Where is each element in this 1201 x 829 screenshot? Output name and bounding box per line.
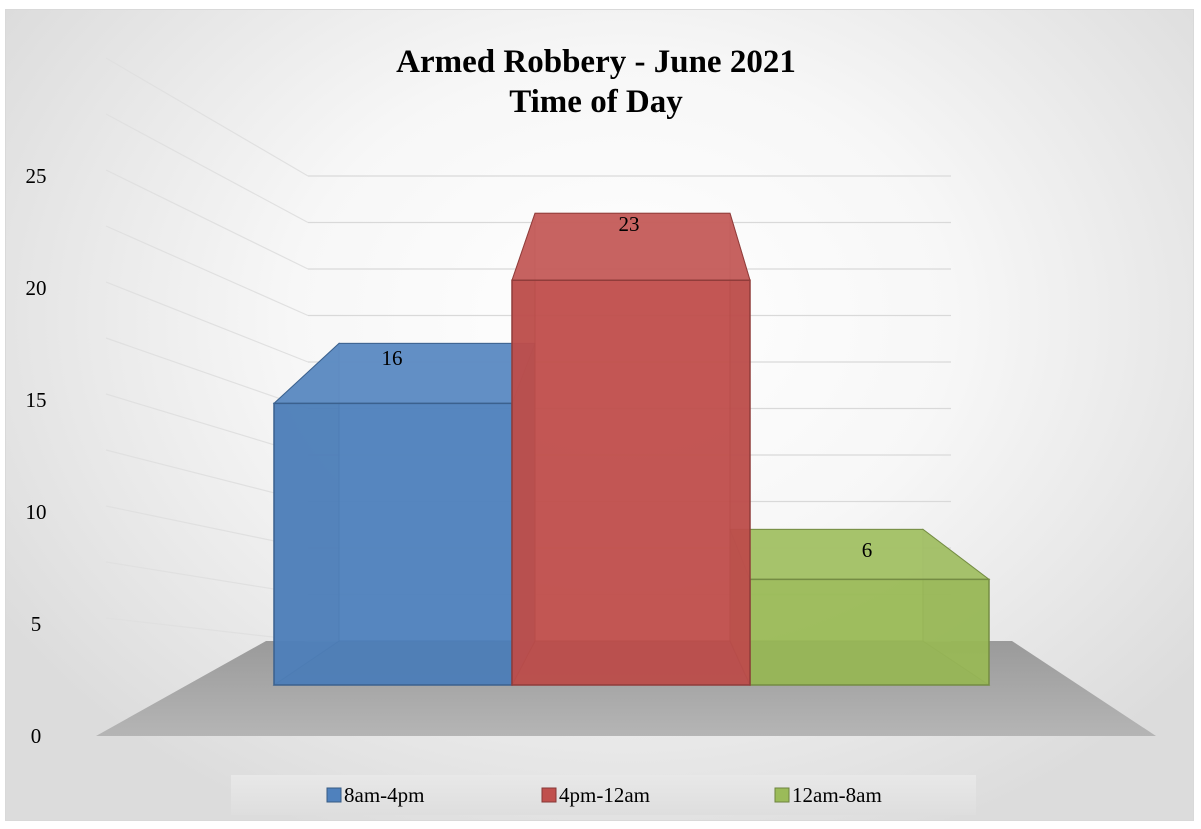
- y-tick-label: 20: [26, 276, 47, 300]
- bar-2: [511, 212, 751, 686]
- grid-line: [105, 57, 309, 177]
- grid-line: [105, 281, 309, 363]
- legend-swatch: [326, 787, 342, 803]
- y-tick-label: 5: [31, 612, 42, 636]
- data-labels: 16 23 6: [382, 212, 873, 562]
- grid-line: [105, 225, 309, 317]
- legend-box: [231, 775, 976, 815]
- data-label: 16: [382, 346, 403, 370]
- y-tick-label: 15: [26, 388, 47, 412]
- data-label: 23: [619, 212, 640, 236]
- legend: 8am-4pm 4pm-12am 12am-8am: [326, 783, 882, 807]
- chart-svg: Armed Robbery - June 2021 Time of Day 0 5…: [26, 44, 1156, 815]
- legend-label: 8am-4pm: [344, 783, 424, 807]
- y-tick-label: 0: [31, 724, 42, 748]
- legend-swatch: [774, 787, 790, 803]
- bars: [272, 212, 991, 686]
- legend-label: 4pm-12am: [559, 783, 650, 807]
- y-axis-ticks: 0 5 10 15 20 25: [26, 164, 47, 748]
- grid-line: [105, 113, 309, 224]
- legend-swatch: [541, 787, 557, 803]
- bar-3: [729, 528, 991, 686]
- y-tick-label: 10: [26, 500, 47, 524]
- chart-title: Armed Robbery - June 2021: [396, 44, 796, 80]
- grid-line: [105, 337, 309, 410]
- legend-label: 12am-8am: [792, 783, 882, 807]
- chart-subtitle: Time of Day: [509, 84, 683, 120]
- bar-1: [272, 342, 536, 686]
- chart-frame: Armed Robbery - June 2021 Time of Day 0 5…: [5, 9, 1194, 821]
- grid-line: [105, 169, 309, 270]
- y-tick-label: 25: [26, 164, 47, 188]
- data-label: 6: [862, 538, 873, 562]
